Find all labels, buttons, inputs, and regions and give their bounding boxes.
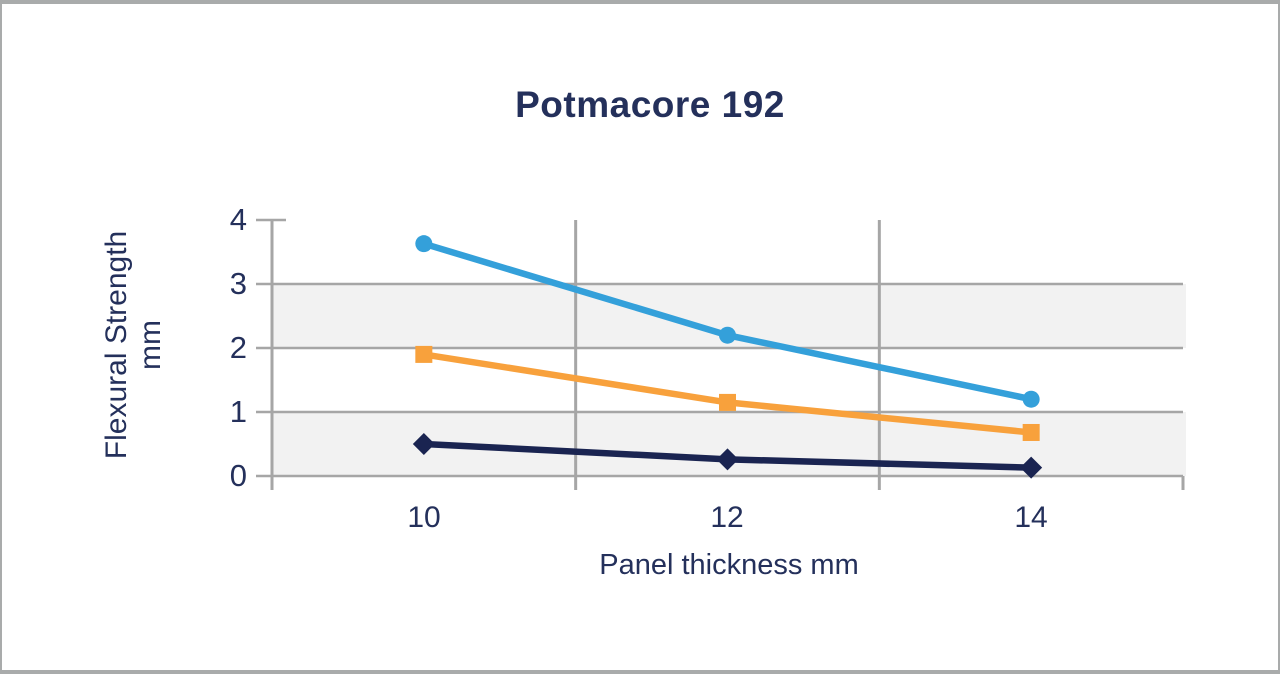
- navy-diamond-series-marker: [412, 433, 435, 455]
- y-tick-label-2: 2: [230, 330, 247, 365]
- x-tick-label-10: 10: [407, 501, 440, 534]
- y-tick-label-1: 1: [230, 394, 247, 429]
- frame-border-bottom: [0, 670, 1280, 674]
- y-tick-label-4: 4: [230, 202, 247, 237]
- navy-diamond-series-marker: [716, 448, 739, 471]
- chart-title: Potmacore 192: [515, 84, 785, 125]
- orange-square-series-marker: [415, 345, 433, 363]
- x-axis-title: Panel thickness mm: [599, 549, 859, 581]
- frame-border-right: [1278, 0, 1280, 674]
- blue-circle-series-marker: [1022, 390, 1040, 408]
- y-tick-label-0: 0: [230, 458, 247, 493]
- blue-circle-series-marker: [415, 235, 433, 253]
- navy-diamond-series-marker: [1020, 456, 1043, 479]
- x-tick-label-12: 12: [710, 501, 743, 534]
- y-axis-title-line2: mm: [134, 320, 167, 370]
- orange-square-series-marker: [1022, 423, 1040, 441]
- orange-square-series-marker: [719, 393, 736, 411]
- frame-border-top: [0, 0, 1280, 4]
- frame-border-left: [0, 0, 2, 674]
- x-axis-tick-labels: 10 12 14: [407, 501, 1047, 534]
- y-axis-tick-labels: 4 3 2 1 0: [230, 202, 247, 493]
- plot-bands: [272, 284, 1186, 476]
- blue-circle-series-marker: [719, 326, 736, 344]
- y-axis-title-line1: Flexural Strength: [100, 231, 133, 459]
- y-axis-title: Flexural Strength mm: [100, 231, 167, 459]
- data-series: [412, 235, 1043, 479]
- y-tick-label-3: 3: [230, 266, 247, 301]
- x-tick-label-14: 14: [1014, 501, 1047, 534]
